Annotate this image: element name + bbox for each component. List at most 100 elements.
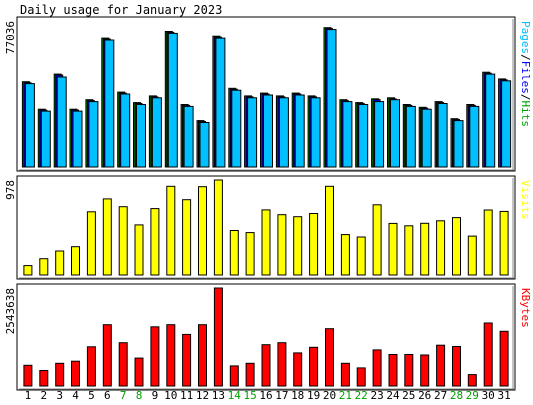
kbytes-bar-9 <box>150 326 160 387</box>
visits-bar-31 <box>499 210 509 276</box>
visits-bar-24 <box>388 222 398 276</box>
x-label-day-31: 31 <box>497 389 510 402</box>
kbytes-series-label: KBytes <box>519 288 532 328</box>
x-label-day-11: 11 <box>180 389 193 402</box>
kbytes-bar-29 <box>467 374 477 387</box>
visits-bar-27 <box>436 220 446 276</box>
visits-bar-28 <box>452 217 461 276</box>
visits-bar-29 <box>467 235 477 276</box>
pages-bar-23 <box>374 101 385 168</box>
visits-bar-11 <box>182 199 192 276</box>
kbytes-bar-5 <box>86 346 96 387</box>
pages-bar-9 <box>151 97 162 168</box>
visits-bar-21 <box>340 234 350 276</box>
pages-bar-6 <box>104 39 115 168</box>
pages-bar-25 <box>405 105 416 168</box>
x-label-day-7: 7 <box>120 389 127 402</box>
x-label-day-24: 24 <box>386 389 400 402</box>
kbytes-bar-18 <box>293 352 303 387</box>
pages-bar-14 <box>231 89 242 168</box>
kbytes-bar-7 <box>118 342 128 387</box>
visits-bar-7 <box>118 206 128 276</box>
pages-bar-20 <box>326 29 337 168</box>
visits-bar-20 <box>325 185 334 276</box>
kbytes-bar-24 <box>388 354 398 387</box>
hits-files-pages-series-label: Pages/Files/Hits <box>519 21 532 127</box>
x-axis-day-labels: 1 2 3 4 5 6 7 8 9 10 11 12 13 14 15 16 17 18 19 20 21 22 23 24 2… <box>25 389 511 402</box>
kbytes-bar-2 <box>39 370 49 387</box>
kbytes-max-label: 2543638 <box>4 288 17 334</box>
x-label-day-29: 29 <box>466 389 479 402</box>
x-label-day-9: 9 <box>152 389 159 402</box>
pages-bar-4 <box>72 110 83 168</box>
visits-bar-14 <box>229 230 239 276</box>
pages-bar-26 <box>421 108 432 168</box>
visits-bar-12 <box>198 186 207 276</box>
x-label-day-1: 1 <box>25 389 32 402</box>
chart-title: Daily usage for January 2023 <box>20 3 222 17</box>
x-label-day-21: 21 <box>339 389 352 402</box>
visits-bar-8 <box>134 224 144 276</box>
x-label-day-18: 18 <box>291 389 304 402</box>
visits-bar-25 <box>404 225 414 276</box>
pages-bar-16 <box>263 94 273 168</box>
visits-bar-19 <box>309 213 319 276</box>
x-label-day-4: 4 <box>72 389 79 402</box>
panel-hits-files-pages: 77036 Pages/Files/Hits <box>4 16 532 172</box>
hits-files-pages-series-label-part-4: Hits <box>519 101 532 128</box>
pages-bar-31 <box>501 80 512 168</box>
kbytes-bar-4 <box>71 360 80 387</box>
visits-series-label-part-0: Visits <box>519 180 532 220</box>
kbytes-bar-17 <box>277 342 287 387</box>
pages-bar-24 <box>390 99 400 168</box>
kbytes-bar-23 <box>372 349 382 387</box>
kbytes-bar-26 <box>420 354 430 387</box>
pages-bar-7 <box>120 93 131 168</box>
kbytes-bar-12 <box>198 324 207 387</box>
x-label-day-20: 20 <box>323 389 336 402</box>
kbytes-bar-11 <box>182 333 192 387</box>
pages-bar-21 <box>342 101 353 168</box>
pages-bar-15 <box>247 97 258 168</box>
x-label-day-15: 15 <box>243 389 256 402</box>
visits-max-label: 978 <box>4 180 17 200</box>
kbytes-bar-30 <box>483 322 493 387</box>
x-label-day-23: 23 <box>370 389 383 402</box>
visits-bar-30 <box>483 209 493 276</box>
pages-bar-2 <box>40 110 51 168</box>
x-label-day-16: 16 <box>259 389 272 402</box>
kbytes-series-label-part-0: KBytes <box>519 288 532 328</box>
panel-kbytes: 2543638 KBytes <box>4 283 532 391</box>
x-label-day-10: 10 <box>164 389 177 402</box>
visits-bar-17 <box>277 214 287 276</box>
pages-bar-11 <box>183 105 194 168</box>
kbytes-bar-31 <box>499 330 509 387</box>
visits-bar-3 <box>55 250 65 276</box>
x-label-day-30: 30 <box>482 389 495 402</box>
x-label-day-25: 25 <box>402 389 415 402</box>
x-label-day-26: 26 <box>418 389 431 402</box>
visits-bar-18 <box>293 216 303 276</box>
kbytes-bar-28 <box>452 346 461 387</box>
pages-bar-28 <box>453 120 464 168</box>
visits-bar-26 <box>420 222 430 276</box>
x-label-day-8: 8 <box>136 389 143 402</box>
visits-series-label: Visits <box>519 180 532 220</box>
kbytes-bar-22 <box>356 367 366 387</box>
visits-bar-13 <box>213 179 223 276</box>
kbytes-bar-3 <box>55 362 65 387</box>
pages-bar-8 <box>136 104 146 168</box>
visits-bar-4 <box>71 246 80 276</box>
kbytes-bar-14 <box>229 365 239 387</box>
kbytes-bar-27 <box>436 344 446 387</box>
kbytes-bar-16 <box>261 344 271 387</box>
x-label-day-14: 14 <box>228 389 242 402</box>
visits-bar-16 <box>261 209 271 276</box>
visits-bar-10 <box>166 185 176 276</box>
hits-files-pages-series-label-part-0: Pages <box>519 21 532 54</box>
x-label-day-27: 27 <box>434 389 447 402</box>
x-label-day-2: 2 <box>40 389 47 402</box>
pages-bar-17 <box>278 97 289 168</box>
chart-panels: 77036 Pages/Files/Hits 978 Visits 2543638 KBy… <box>4 16 532 391</box>
pages-bar-13 <box>215 37 226 168</box>
